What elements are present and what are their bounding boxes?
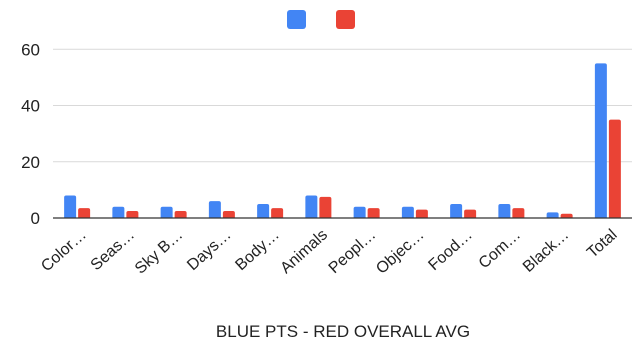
- bars: [64, 63, 621, 218]
- blue-bar-1: [112, 206, 125, 218]
- red-bar-4: [271, 208, 284, 218]
- legend-swatch-1: [336, 10, 355, 29]
- red-bar-3: [222, 210, 235, 218]
- y-tick-label: 60: [21, 40, 40, 59]
- x-axis-label: BLUE PTS - RED OVERALL AVG: [216, 322, 470, 341]
- x-axis-ticks: Color…Seas…Sky B…Days…Body…AnimalsPeopl……: [38, 226, 620, 277]
- x-tick-label: Sky B…: [132, 226, 186, 277]
- x-tick-label: Body…: [232, 226, 282, 274]
- red-bar-0: [78, 208, 91, 218]
- chart-legend: [287, 10, 355, 29]
- blue-bar-8: [450, 203, 463, 218]
- red-bar-9: [512, 208, 525, 218]
- x-tick-label: Seas…: [88, 226, 138, 274]
- blue-bar-5: [305, 195, 318, 218]
- x-tick-label: Animals: [277, 226, 331, 277]
- y-tick-label: 0: [31, 209, 40, 228]
- red-bar-6: [367, 208, 380, 218]
- red-bar-8: [464, 209, 477, 218]
- x-tick-label: Color…: [38, 226, 90, 275]
- blue-bar-11: [594, 63, 607, 218]
- red-bar-1: [126, 210, 139, 218]
- y-tick-label: 40: [21, 97, 40, 116]
- red-bar-2: [174, 210, 187, 218]
- blue-bar-7: [401, 206, 414, 218]
- red-bar-5: [319, 196, 332, 218]
- x-tick-label: Black…: [520, 226, 572, 276]
- blue-bar-6: [353, 206, 366, 218]
- red-bar-10: [560, 213, 573, 218]
- blue-bar-10: [546, 212, 559, 218]
- x-tick-label: Days…: [184, 226, 234, 274]
- legend-swatch-0: [287, 10, 306, 29]
- gridlines: [53, 48, 632, 163]
- x-tick-label: Com…: [476, 226, 524, 272]
- red-bar-11: [608, 119, 621, 218]
- blue-bar-2: [160, 206, 173, 218]
- blue-bar-9: [498, 203, 511, 218]
- blue-bar-0: [64, 195, 77, 218]
- x-tick-label: Peopl…: [326, 226, 380, 277]
- x-tick-label: Food…: [425, 226, 475, 274]
- blue-bar-4: [257, 203, 270, 218]
- x-tick-label: Total: [584, 226, 620, 261]
- blue-bar-3: [208, 201, 221, 218]
- red-bar-7: [415, 209, 428, 218]
- y-tick-label: 20: [21, 153, 40, 172]
- y-axis-ticks: 0 20 40 60: [21, 40, 40, 228]
- x-tick-label: Objec…: [373, 226, 427, 277]
